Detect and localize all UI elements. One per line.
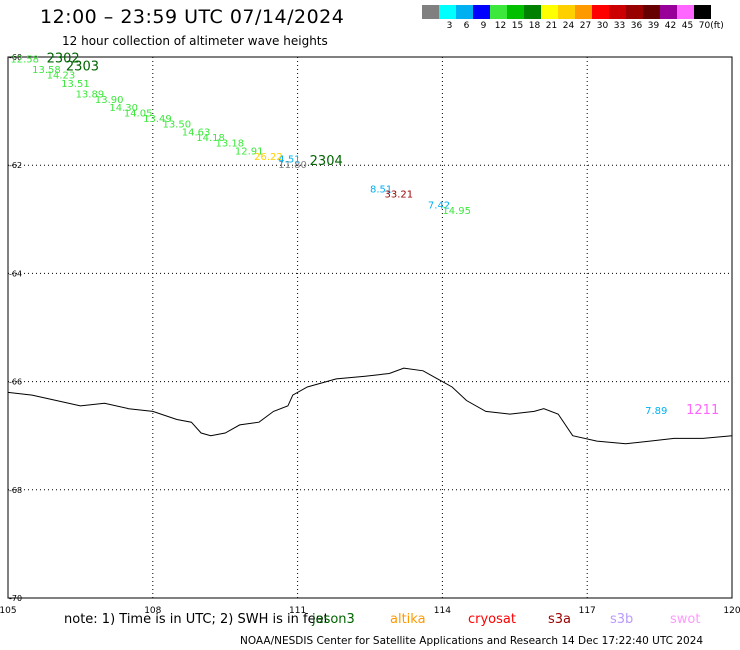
- legend-swatch: [609, 5, 626, 19]
- legend-swatch: [473, 5, 490, 19]
- wave-height-value: 7.42: [428, 200, 450, 211]
- legend-swatch: [660, 5, 677, 19]
- lon-tick-label: 105: [0, 606, 17, 616]
- wave-height-value: 14.63: [182, 127, 211, 138]
- wave-height-value: 14.23: [47, 71, 76, 82]
- lon-tick-label: 114: [434, 606, 451, 616]
- color-legend: [422, 5, 711, 19]
- legend-label: 30: [596, 21, 609, 31]
- legend-swatch: [694, 5, 711, 19]
- legend-label: 18: [528, 21, 541, 31]
- lon-tick-label: 108: [144, 606, 161, 616]
- legend-swatch: [677, 5, 694, 19]
- lat-tick-label: -62: [9, 161, 22, 170]
- legend-label: 70: [698, 21, 711, 31]
- legend-label: 15: [511, 21, 524, 31]
- wave-height-value: 14.30: [109, 103, 138, 114]
- sat-altika: altika: [390, 612, 426, 627]
- legend-label: 36: [630, 21, 643, 31]
- legend-label: 42: [664, 21, 677, 31]
- wave-height-value: 7.89: [645, 406, 667, 417]
- legend-unit: (ft): [710, 21, 724, 31]
- wave-height-value: 33.21: [384, 190, 413, 201]
- lat-tick-label: -70: [9, 594, 22, 603]
- wave-height-value: 13.18: [216, 138, 245, 149]
- legend-label: 39: [647, 21, 660, 31]
- wave-height-value: 12.91: [235, 146, 264, 157]
- lat-tick-label: -66: [9, 378, 22, 387]
- footer-note: note: 1) Time is in UTC; 2) SWH is in fe…: [64, 612, 329, 627]
- wave-height-value: 13.58: [32, 65, 61, 76]
- lat-tick-label: -60: [9, 53, 22, 62]
- wave-height-value: 4.51: [278, 154, 300, 165]
- wave-height-value: 14.05: [124, 109, 153, 120]
- legend-swatch: [643, 5, 660, 19]
- legend-swatch: [490, 5, 507, 19]
- pass-number-label: 2304: [310, 154, 343, 169]
- sat-cryosat: cryosat: [468, 612, 516, 627]
- wave-height-value: 11.80: [278, 160, 307, 171]
- map-frame: [7, 56, 733, 599]
- legend-label: 6: [463, 21, 470, 31]
- pass-number-label: 2302: [47, 51, 80, 66]
- credit-line: NOAA/NESDIS Center for Satellite Applica…: [240, 635, 704, 647]
- wave-height-value: 13.50: [162, 119, 191, 130]
- lat-tick-label: -68: [9, 486, 22, 495]
- legend-labels: 3 6 9 12 15 18 21 24 27 30 33 36 39 42 45 70 (ft): [422, 21, 740, 35]
- sat-s3a: s3a: [548, 612, 572, 627]
- wave-height-value: 13.90: [95, 95, 124, 106]
- wave-height-value: 26.22: [254, 152, 283, 163]
- wave-height-value: 8.51: [370, 184, 392, 195]
- wave-height-value: 14.18: [196, 133, 225, 144]
- legend-swatch: [439, 5, 456, 19]
- wave-height-value: 13.51: [61, 79, 90, 90]
- legend-label: 12: [494, 21, 507, 31]
- map-title: 12:00 – 23:59 UTC 07/14/2024: [40, 6, 345, 28]
- legend-swatch: [541, 5, 558, 19]
- antarctic-coastline: [7, 367, 733, 445]
- legend-label: 45: [681, 21, 694, 31]
- legend-label: 27: [579, 21, 592, 31]
- sat-jason3: jason3: [312, 612, 355, 627]
- legend-label: 9: [480, 21, 487, 31]
- wave-height-value: 13.49: [143, 114, 172, 125]
- wave-height-value: 14.95: [442, 206, 471, 217]
- legend-swatch: [558, 5, 575, 19]
- map-subtitle: 12 hour collection of altimeter wave hei…: [62, 34, 328, 48]
- pass-number-label: 1211: [686, 403, 719, 418]
- legend-swatch: [456, 5, 473, 19]
- wave-height-value: 12.58: [10, 54, 39, 65]
- lon-tick-label: 120: [723, 606, 740, 616]
- legend-swatch: [575, 5, 592, 19]
- wave-height-value: 13.89: [76, 90, 105, 101]
- lat-tick-label: -64: [9, 269, 22, 278]
- lon-tick-label: 111: [289, 606, 306, 616]
- legend-swatch: [592, 5, 609, 19]
- sat-swot: swot: [670, 612, 701, 627]
- legend-swatch: [524, 5, 541, 19]
- legend-swatch: [626, 5, 643, 19]
- legend-swatch: [422, 5, 439, 19]
- legend-label: 33: [613, 21, 626, 31]
- legend-swatch: [507, 5, 524, 19]
- lon-tick-label: 117: [579, 606, 596, 616]
- sat-s3b: s3b: [610, 612, 634, 627]
- legend-label: 3: [446, 21, 453, 31]
- legend-label: 24: [562, 21, 575, 31]
- legend-label: 21: [545, 21, 558, 31]
- pass-number-label: 2303: [66, 60, 99, 75]
